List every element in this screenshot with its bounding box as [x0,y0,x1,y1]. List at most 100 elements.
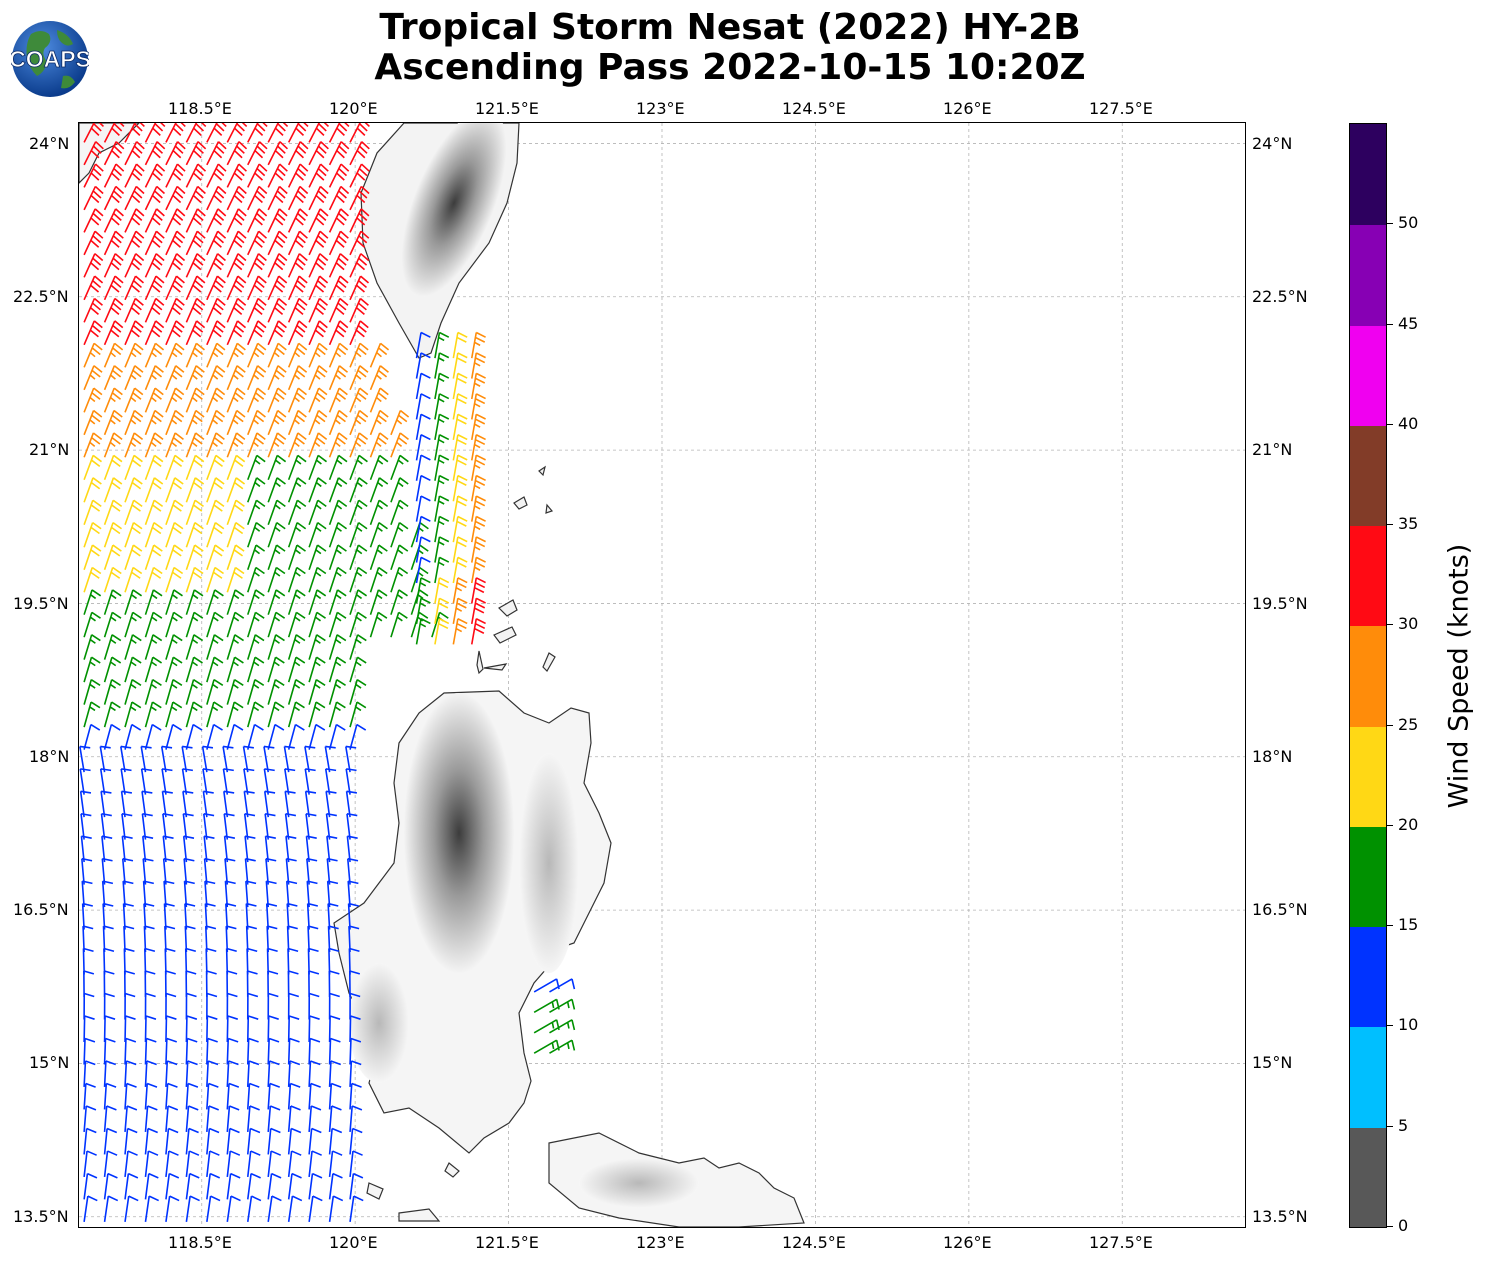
wind-barb [415,495,431,522]
wind-barb [247,275,267,301]
wind-barb [83,297,103,323]
wind-barb [369,611,388,638]
wind-barb [247,522,266,548]
wind-barb [246,1037,259,1065]
wind-barb [328,208,349,233]
wind-barb [470,372,486,400]
wind-barb [83,1127,97,1155]
wind-barb [308,1105,322,1132]
wind-barb [246,723,264,750]
wind-barb [308,1082,321,1110]
wind-barb [307,925,319,953]
lat-label-left: 24°N [29,134,70,153]
wind-barb [287,1172,302,1200]
wind-barb [348,947,360,975]
wind-barb [103,678,121,705]
wind-barb [185,365,205,391]
wind-barb [181,768,193,795]
wind-barb [144,589,163,615]
wind-barb [328,947,340,975]
wind-barb [165,1127,179,1155]
wind-barb [308,253,329,278]
wind-barb [165,1172,180,1200]
wind-barb [349,230,370,256]
wind-barb [308,992,320,1020]
wind-barb [144,477,164,503]
wind-barb [287,387,307,413]
wind-barb [185,432,205,458]
wind-barb [349,123,370,143]
wind-barb [185,208,206,233]
wind-barb [349,432,369,458]
wind-barb [304,768,316,795]
wind-barb [287,320,308,346]
wind-barb [185,123,207,143]
wind-barb [470,474,486,502]
wind-barb [124,611,142,638]
wind-barb [304,745,316,773]
wind-barb [369,409,389,436]
wind-barb [226,678,244,705]
wind-barb [83,1037,96,1065]
wind-barb [390,589,408,615]
wind-barb [83,992,95,1020]
wind-barb [165,387,185,413]
wind-barb [349,723,367,750]
wind-barb [328,544,347,570]
wind-barb [308,1015,320,1042]
wind-barb [185,544,204,570]
wind-barb [470,413,486,441]
wind-barb [83,1082,96,1110]
wind-barb [308,141,329,166]
lat-label-left: 18°N [29,747,70,766]
wind-barb [287,544,306,570]
wind-barb [308,208,329,233]
wind-barb [247,365,267,391]
wind-barb [328,970,340,998]
wind-barb [328,365,349,391]
wind-barb [140,768,153,795]
wind-barb [328,477,348,503]
wind-barb [124,634,142,660]
colorbar-tick-label: 50 [1398,213,1419,233]
wind-barb [246,701,265,728]
wind-barb [267,611,286,638]
wind-barb [328,1172,343,1200]
wind-barb [434,618,450,645]
colorbar-tick-label: 20 [1398,814,1419,834]
wind-barb [308,544,327,570]
wind-barb [124,1082,137,1110]
wind-barb [103,566,122,593]
wind-barb [144,544,163,570]
wind-barb [226,992,238,1020]
wind-barb [226,185,247,211]
wind-barb [226,163,247,188]
wind-barb [263,745,275,773]
wind-barb [83,970,95,998]
wind-barb [247,477,266,503]
wind-barb [123,947,135,975]
wind-barb [369,544,388,570]
wind-barb [287,230,308,256]
wind-barb [165,522,184,548]
wind-barb [287,499,307,526]
batanes-islands [476,465,556,675]
wind-barb [83,589,102,615]
wind-barb [83,141,104,166]
lat-label-right: 15°N [1252,1053,1293,1072]
wind-barb [124,123,145,143]
wind-barb [144,275,165,301]
wind-barb [328,454,348,481]
wind-barb [246,1082,260,1110]
map-panel[interactable] [78,122,1246,1228]
wind-barb [369,589,388,615]
wind-barb [165,365,185,391]
wind-barb [144,409,164,436]
wind-barb [144,970,156,998]
wind-barb [144,656,163,683]
wind-barb [246,1015,259,1042]
wind-barb [267,230,288,256]
wind-barb [308,123,330,143]
wind-barb [349,185,370,211]
wind-barb [549,1039,576,1054]
